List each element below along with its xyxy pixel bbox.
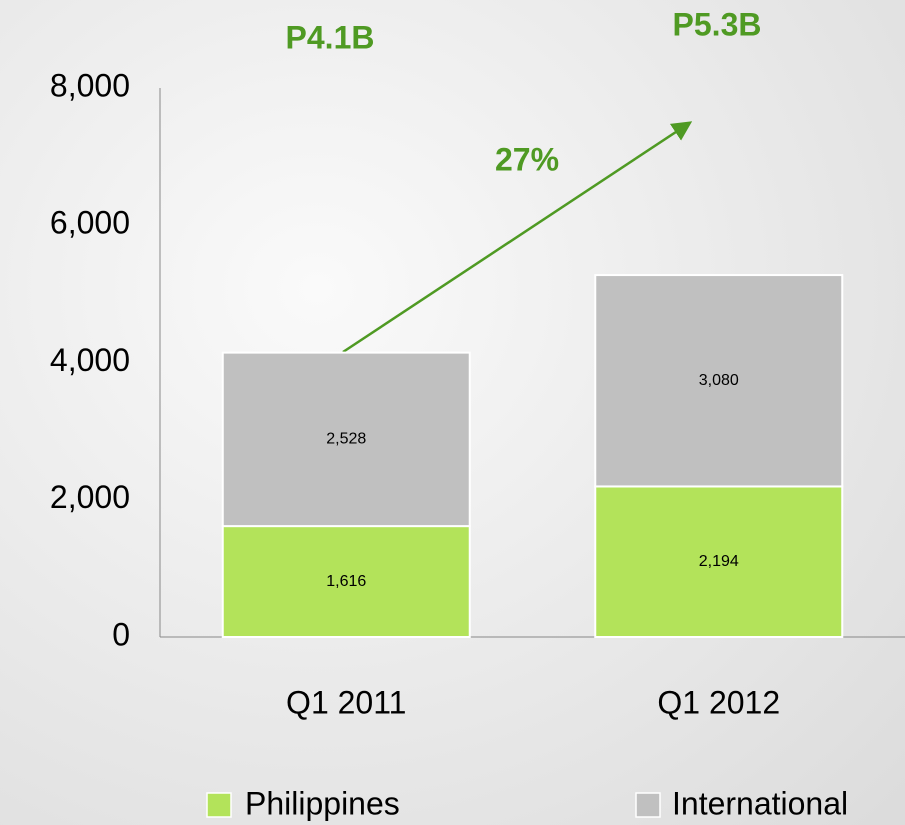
- y-tick-label: 6,000: [50, 205, 130, 241]
- annotation: P5.3B: [673, 6, 762, 42]
- y-tick-label: 2,000: [50, 479, 130, 515]
- value-label: 2,194: [699, 553, 739, 570]
- bar-segment: [221, 351, 471, 528]
- y-tick-label: 8,000: [50, 67, 130, 103]
- legend-label: Philippines: [245, 785, 400, 821]
- legend-label: International: [672, 785, 848, 821]
- annotation: P4.1B: [286, 19, 375, 55]
- value-label: 1,616: [326, 573, 366, 590]
- y-tick-label: 4,000: [50, 342, 130, 378]
- value-label: 2,528: [326, 431, 366, 448]
- annotation: 27%: [495, 141, 559, 177]
- bar-segment: [594, 485, 844, 638]
- bar-segment: [594, 274, 844, 488]
- y-tick-label: 0: [112, 616, 130, 652]
- legend-swatch: [206, 792, 232, 818]
- bar-segment: [221, 525, 471, 638]
- value-label: 3,080: [699, 372, 739, 389]
- x-tick-label: Q1 2011: [286, 684, 406, 720]
- growth-arrow: [342, 121, 693, 354]
- legend-swatch: [635, 792, 661, 818]
- x-tick-label: Q1 2012: [657, 684, 780, 720]
